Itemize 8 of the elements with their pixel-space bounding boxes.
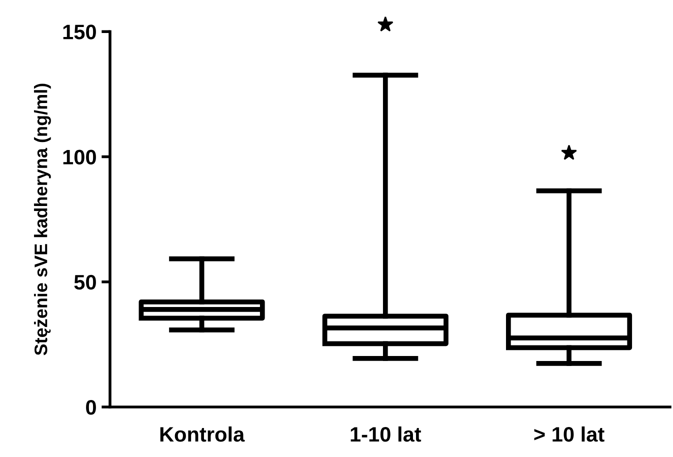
y-tick-label: 50 bbox=[74, 274, 96, 290]
x-tick-label: 1-10 lat bbox=[350, 426, 422, 442]
y-tick-label: 100 bbox=[63, 150, 96, 164]
y-tick-label: 150 bbox=[63, 24, 96, 40]
x-tick-label: Kontrola bbox=[160, 426, 245, 442]
y-tick-label: 0 bbox=[86, 400, 96, 415]
y-axis-title: Stężenie sVE kadheryna (ng/ml) bbox=[34, 84, 51, 356]
x-tick-label: > 10 lat bbox=[534, 426, 604, 442]
